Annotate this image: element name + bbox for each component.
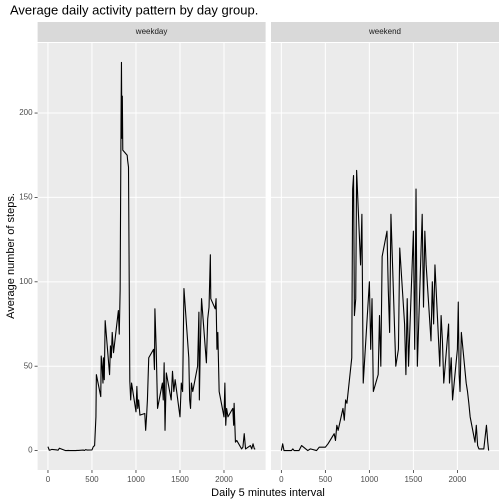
line-series (280, 169, 490, 452)
x-tick-label: 2000 (448, 475, 466, 484)
y-tick-label: 150 (19, 193, 33, 202)
plot-background (271, 43, 499, 470)
chart-title: Average daily activity pattern by day gr… (10, 2, 258, 17)
x-tick-label: 500 (85, 475, 99, 484)
x-tick-label: 1500 (404, 475, 422, 484)
y-tick-label: 200 (19, 108, 33, 117)
x-tick-label: 1500 (171, 475, 189, 484)
x-axis-label: Daily 5 minutes interval (211, 487, 325, 499)
line-series (47, 61, 256, 452)
strip (271, 22, 499, 42)
y-tick-label: 100 (19, 277, 33, 286)
y-tick-label: 0 (28, 446, 33, 455)
strip (37, 22, 266, 42)
plot-background (37, 43, 266, 470)
y-axis-label: Average number of steps. (5, 193, 17, 319)
strip-label: weekend (368, 27, 401, 36)
x-tick-label: 2000 (215, 475, 233, 484)
facet-panel: weekend 0 500 1000 1500 2000 (271, 22, 499, 484)
x-tick-label: 1000 (360, 475, 378, 484)
x-tick-label: 500 (319, 475, 333, 484)
x-tick-label: 0 (279, 475, 284, 484)
x-tick-label: 0 (46, 475, 51, 484)
x-tick-label: 1000 (127, 475, 145, 484)
y-tick-label: 50 (24, 361, 33, 370)
strip-label: weekday (135, 27, 168, 36)
